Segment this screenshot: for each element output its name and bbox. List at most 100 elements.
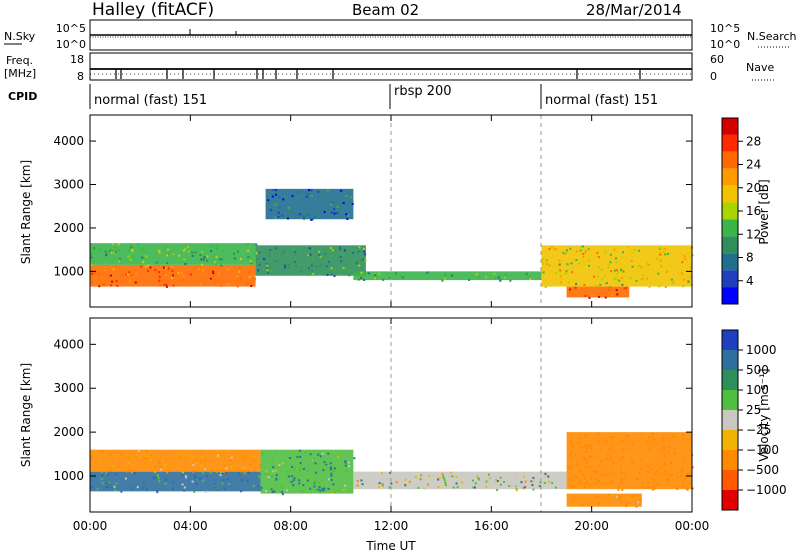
freq-panel	[89, 52, 693, 81]
data-speck	[471, 479, 474, 482]
data-speck	[344, 460, 347, 463]
data-speck	[166, 246, 169, 249]
data-speck	[626, 246, 629, 249]
data-speck	[577, 437, 580, 440]
data-speck	[353, 457, 356, 460]
cpid-segment-1: normal (fast) 151	[94, 93, 207, 108]
data-speck	[219, 474, 222, 477]
data-speck	[319, 455, 322, 458]
data-speck	[239, 267, 242, 270]
data-speck	[166, 261, 169, 264]
data-speck	[109, 467, 112, 470]
data-speck	[624, 472, 627, 475]
data-speck	[347, 214, 350, 217]
data-speck	[200, 452, 203, 455]
data-speck	[620, 471, 623, 474]
data-speck	[461, 481, 464, 484]
data-speck	[582, 256, 585, 259]
data-speck	[293, 248, 296, 251]
data-speck	[388, 486, 391, 489]
data-speck	[172, 284, 175, 287]
data-speck	[253, 274, 256, 277]
data-speck	[274, 469, 277, 472]
data-speck	[318, 250, 321, 253]
data-speck	[563, 252, 566, 255]
data-speck	[220, 258, 223, 261]
data-speck	[171, 277, 174, 280]
data-speck	[333, 491, 336, 494]
data-speck	[658, 285, 661, 288]
data-speck	[333, 275, 336, 278]
data-speck	[153, 476, 156, 479]
data-speck	[162, 273, 165, 276]
data-speck	[258, 263, 261, 266]
data-speck	[558, 263, 561, 266]
data-speck	[260, 472, 263, 475]
data-speck	[299, 462, 302, 465]
data-speck	[330, 472, 333, 475]
data-speck	[108, 460, 111, 463]
data-speck	[358, 264, 361, 267]
data-speck	[131, 273, 134, 276]
data-speck	[572, 496, 575, 499]
data-speck	[195, 483, 198, 486]
data-speck	[631, 253, 634, 256]
data-speck	[339, 269, 342, 272]
data-speck	[288, 457, 291, 460]
data-speck	[441, 279, 444, 282]
data-speck	[93, 247, 96, 250]
data-speck	[210, 250, 213, 253]
data-speck	[229, 469, 232, 472]
data-speck	[312, 457, 315, 460]
data-speck	[243, 470, 246, 473]
data-speck	[548, 264, 551, 267]
data-speck	[641, 482, 644, 485]
data-speck	[544, 285, 547, 288]
data-speck	[266, 263, 269, 266]
data-region	[566, 286, 630, 298]
data-speck	[587, 248, 590, 251]
y-tick-label: 1000	[53, 469, 84, 483]
data-speck	[258, 251, 261, 254]
data-speck	[667, 450, 670, 453]
data-speck	[240, 479, 243, 482]
data-speck	[567, 281, 570, 284]
data-speck	[163, 284, 166, 287]
data-speck	[621, 251, 624, 254]
data-speck	[158, 275, 161, 278]
data-speck	[682, 285, 685, 288]
data-speck	[408, 480, 411, 483]
data-region	[566, 493, 642, 507]
y-tick-label: 4000	[53, 337, 84, 351]
data-speck	[128, 280, 131, 283]
data-speck	[635, 502, 638, 505]
data-speck	[584, 477, 587, 480]
data-speck	[621, 256, 624, 259]
data-speck	[109, 274, 112, 277]
data-speck	[597, 275, 600, 278]
data-speck	[109, 284, 112, 287]
data-speck	[659, 448, 662, 451]
data-speck	[154, 466, 157, 469]
data-speck	[689, 266, 692, 269]
data-speck	[588, 456, 591, 459]
data-speck	[230, 456, 233, 459]
data-speck	[172, 252, 175, 255]
data-speck	[357, 250, 360, 253]
data-speck	[651, 432, 654, 435]
data-speck	[272, 189, 275, 192]
data-speck	[609, 261, 612, 264]
data-speck	[558, 265, 561, 268]
data-speck	[101, 482, 104, 485]
data-speck	[683, 477, 686, 480]
data-speck	[599, 283, 602, 286]
data-speck	[340, 189, 343, 192]
data-speck	[504, 274, 507, 277]
data-speck	[595, 495, 598, 498]
data-speck	[147, 269, 150, 272]
data-speck	[256, 257, 259, 260]
data-speck	[399, 275, 402, 278]
data-speck	[582, 260, 585, 263]
data-speck	[660, 467, 663, 470]
